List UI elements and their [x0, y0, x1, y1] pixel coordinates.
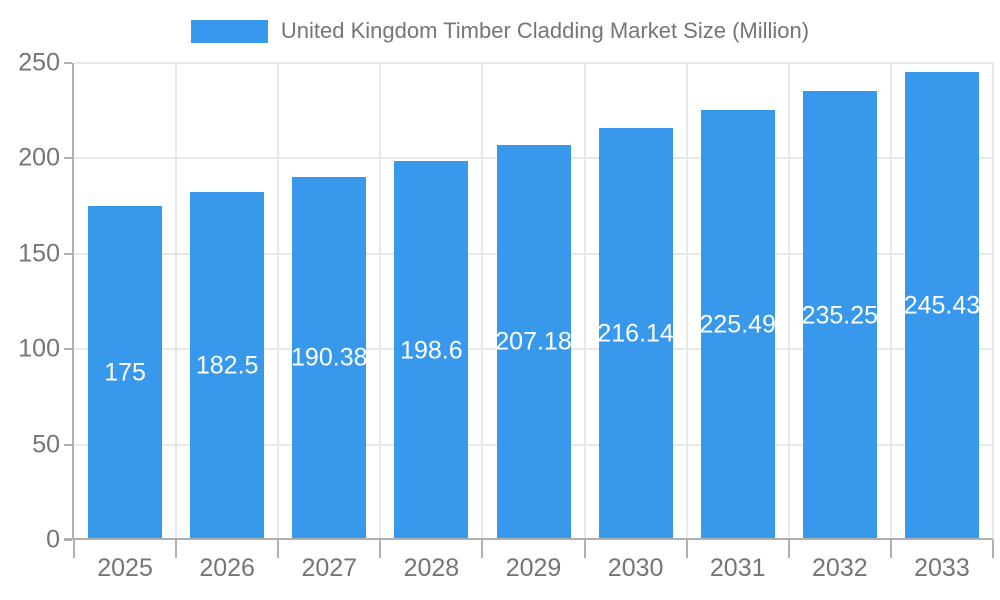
legend-swatch: [190, 19, 268, 43]
gridline-vertical: [175, 63, 178, 540]
bar-2028[interactable]: [394, 161, 469, 540]
legend[interactable]: United Kingdom Timber Cladding Market Si…: [0, 18, 1000, 44]
x-axis-label: 2031: [709, 554, 766, 582]
x-axis-label: 2033: [914, 554, 970, 582]
x-axis-label: 2030: [607, 554, 664, 582]
y-axis-label: 50: [32, 430, 60, 459]
x-axis-tick: [787, 540, 790, 558]
legend-label: United Kingdom Timber Cladding Market Si…: [280, 18, 810, 43]
y-axis-label: 250: [18, 48, 60, 77]
x-axis-tick: [583, 540, 586, 558]
gridline-vertical: [277, 63, 280, 540]
gridline-vertical: [583, 63, 586, 540]
gridline-vertical: [379, 63, 382, 540]
x-axis-tick: [277, 540, 280, 558]
bar-value-label: 182.5: [195, 351, 259, 380]
y-axis-label: 150: [18, 239, 60, 268]
bar-2026[interactable]: [190, 191, 265, 540]
bar-2027[interactable]: [292, 176, 367, 540]
plot-area: 0 50 100 150 200 250 175 2025 182.5 2026 190.38 202…: [18, 49, 994, 582]
y-axis-line: [72, 63, 74, 540]
bar-2025[interactable]: [88, 206, 163, 540]
gridline-vertical: [481, 63, 484, 540]
bar-value-label: 207.18: [495, 327, 572, 356]
gridline-vertical: [685, 63, 688, 540]
y-axis-tick: [64, 443, 72, 446]
y-axis-label: 0: [46, 525, 60, 554]
y-axis-label: 200: [18, 143, 60, 172]
y-axis-tick: [64, 252, 72, 255]
x-axis-tick: [992, 540, 994, 558]
x-axis-line: [64, 538, 993, 540]
bar-2029[interactable]: [496, 144, 571, 540]
y-axis-label: 100: [18, 334, 60, 363]
y-axis-tick: [64, 62, 72, 64]
bar-value-label: 190.38: [291, 343, 368, 372]
x-axis-tick: [379, 540, 382, 558]
y-axis-tick: [64, 539, 72, 541]
x-axis-label: 2027: [301, 554, 358, 582]
y-axis-tick: [64, 348, 72, 351]
bar-2032[interactable]: [802, 91, 877, 540]
bar-value-label: 245.43: [903, 291, 981, 320]
x-axis-tick: [889, 540, 892, 558]
bar-value-label: 235.25: [801, 301, 879, 330]
y-axis-tick: [64, 157, 72, 160]
bar-2030[interactable]: [598, 127, 673, 540]
bar-2031[interactable]: [700, 109, 775, 540]
gridline-vertical: [992, 63, 994, 540]
x-axis-label: 2028: [403, 554, 460, 582]
x-axis-label: 2029: [505, 554, 562, 582]
bar-value-label: 225.49: [699, 310, 776, 339]
bar-2033[interactable]: [904, 71, 979, 540]
x-axis-label: 2026: [199, 554, 255, 582]
x-axis-label: 2025: [97, 554, 153, 582]
x-axis-tick: [175, 540, 178, 558]
bar-value-label: 175: [104, 358, 146, 387]
bar-value-label: 198.6: [400, 336, 463, 365]
x-axis-tick: [481, 540, 484, 558]
gridline-vertical: [889, 63, 892, 540]
x-axis-label: 2032: [812, 554, 868, 582]
gridline-vertical: [787, 63, 790, 540]
x-axis-tick: [73, 540, 75, 558]
gridline-horizontal: [74, 62, 993, 64]
x-axis-tick: [685, 540, 688, 558]
bar-value-label: 216.14: [597, 319, 674, 348]
